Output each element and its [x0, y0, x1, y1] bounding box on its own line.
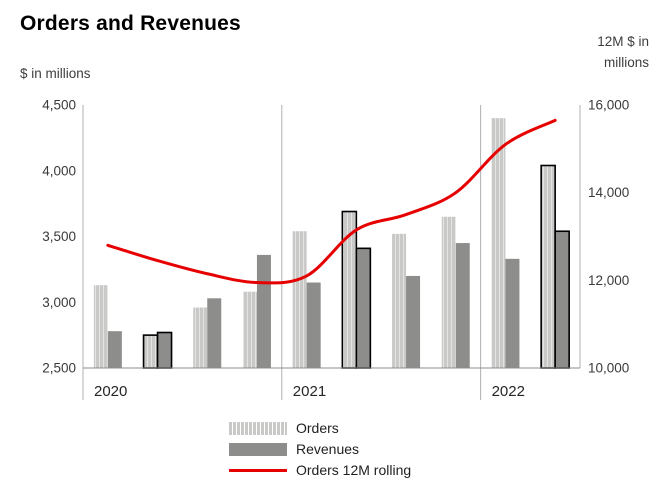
left-axis-tick-label: 2,500 — [42, 361, 76, 376]
left-axis-tick-label: 4,000 — [42, 163, 76, 178]
legend-item-revenues: Revenues — [229, 441, 411, 457]
orders-bar — [540, 164, 556, 369]
legend: Orders Revenues Orders 12M rolling — [229, 420, 411, 478]
right-axis-caption: 12M $ in millions — [597, 34, 649, 70]
orders-bar — [242, 291, 257, 368]
year-label: 2021 — [293, 383, 326, 400]
revenues-bar — [554, 230, 570, 369]
orders-bar — [193, 307, 208, 368]
right-axis-tick-label: 14,000 — [588, 185, 629, 200]
revenues-swatch — [229, 442, 287, 456]
year-label: 2022 — [492, 383, 525, 400]
revenues-bar — [256, 254, 271, 368]
revenues-bar — [107, 331, 122, 368]
legend-item-rolling: Orders 12M rolling — [229, 462, 411, 478]
revenues-bar — [406, 275, 421, 368]
orders-bar — [441, 216, 456, 368]
left-axis-tick-label: 3,000 — [42, 295, 76, 310]
legend-label-orders: Orders — [296, 420, 339, 436]
revenues-bar — [156, 331, 173, 369]
year-label: 2020 — [94, 383, 127, 400]
legend-label-revenues: Revenues — [296, 441, 360, 457]
legend-item-orders: Orders — [229, 420, 411, 436]
right-axis-tick-label: 16,000 — [588, 98, 629, 113]
revenues-bar — [505, 258, 520, 368]
revenues-bar — [306, 282, 321, 368]
orders-swatch — [229, 421, 287, 435]
legend-label-rolling: Orders 12M rolling — [296, 462, 412, 478]
left-axis-tick-label: 3,500 — [42, 229, 76, 244]
left-axis-tick-label: 4,500 — [42, 98, 76, 113]
revenues-bar — [355, 247, 372, 369]
orders-bar — [392, 233, 407, 368]
orders-bar — [491, 118, 506, 369]
right-axis-tick-label: 10,000 — [588, 361, 629, 376]
orders-bar — [292, 231, 307, 368]
left-axis-caption: $ in millions — [20, 66, 91, 81]
revenues-bar — [455, 243, 470, 368]
orders-bar — [142, 334, 159, 369]
orders-bar — [93, 285, 108, 368]
orders-12m-rolling-line — [106, 118, 557, 285]
revenues-bar — [207, 298, 222, 368]
right-axis-tick-label: 12,000 — [588, 273, 629, 288]
chart-plot: 2,500 3,000 3,500 4,000 4,500 10,000 12,000 14,… — [42, 98, 629, 400]
rolling-line-swatch — [229, 468, 287, 472]
chart-title: Orders and Revenues — [20, 12, 241, 35]
